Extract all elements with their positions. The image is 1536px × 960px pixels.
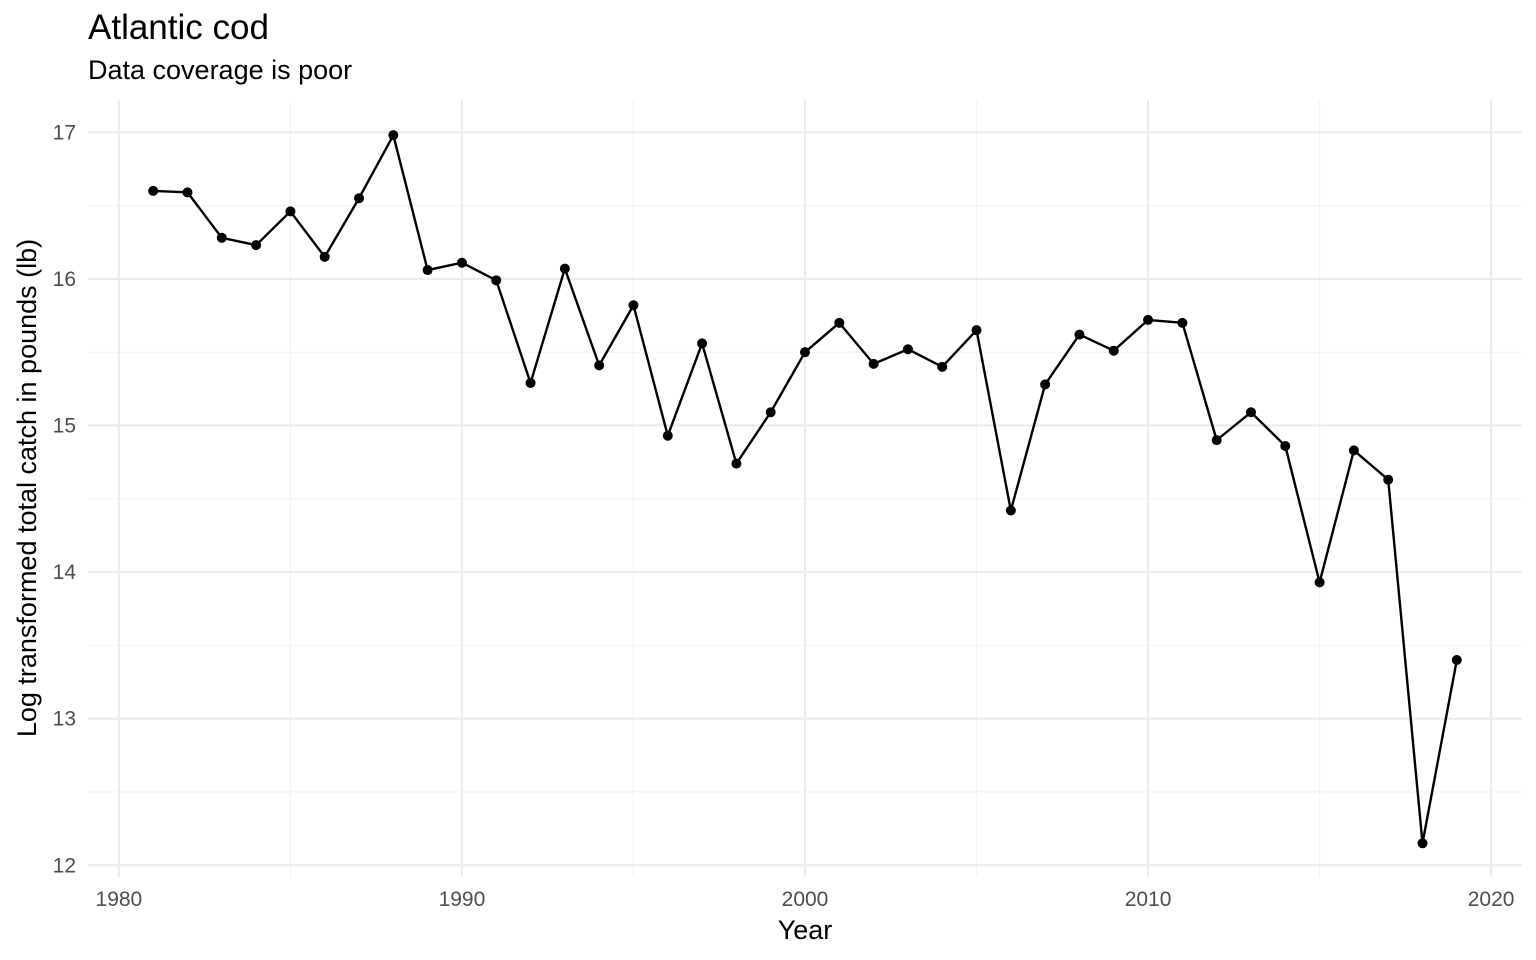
data-point: [1314, 577, 1325, 588]
series-layer: [148, 130, 1462, 849]
data-point: [1383, 474, 1394, 485]
data-point: [1211, 435, 1222, 446]
x-tick-label: 1990: [439, 888, 486, 911]
x-tick-label: 2010: [1125, 888, 1172, 911]
y-tick-label: 13: [53, 708, 76, 731]
data-point: [971, 325, 982, 336]
y-tick-label: 17: [53, 121, 76, 144]
data-point: [1245, 407, 1256, 418]
data-point: [1417, 838, 1428, 849]
data-point: [902, 344, 913, 355]
y-tick-label: 12: [53, 854, 76, 877]
data-point: [251, 240, 262, 251]
data-point: [1451, 655, 1462, 666]
data-point: [1280, 440, 1291, 451]
data-point: [285, 206, 296, 217]
data-point: [319, 251, 330, 262]
data-point: [422, 265, 433, 276]
data-point: [1348, 445, 1359, 456]
y-tick-label: 15: [53, 414, 76, 437]
data-point: [628, 300, 639, 311]
data-point: [765, 407, 776, 418]
y-axis-tick-labels: 12 13 14 15 16 17: [53, 121, 77, 877]
data-point: [182, 187, 193, 198]
data-point: [354, 193, 365, 204]
y-tick-label: 14: [53, 561, 77, 584]
data-point: [1074, 329, 1085, 340]
data-point: [1177, 317, 1188, 328]
data-point: [937, 361, 948, 372]
chart-title: Atlantic cod: [88, 8, 269, 47]
major-gridlines: [88, 100, 1522, 877]
data-point: [800, 347, 810, 358]
data-point: [731, 458, 742, 469]
x-axis-tick-labels: 1980 1990 2000 2010 2020: [96, 888, 1515, 911]
data-point: [834, 317, 845, 328]
data-point: [697, 338, 708, 349]
data-point: [491, 275, 502, 286]
data-point: [662, 430, 673, 441]
data-point: [1005, 505, 1016, 516]
x-tick-label: 1980: [96, 888, 143, 911]
data-point: [148, 185, 159, 196]
data-point: [1040, 379, 1051, 390]
data-point: [1143, 314, 1154, 325]
data-point: [868, 358, 879, 369]
data-point: [525, 377, 536, 388]
x-tick-label: 2000: [782, 888, 829, 911]
data-point: [1108, 345, 1119, 356]
data-point: [456, 257, 467, 268]
y-tick-label: 16: [53, 268, 76, 291]
data-point: [388, 130, 399, 141]
x-tick-label: 2020: [1468, 888, 1515, 911]
data-point: [594, 360, 605, 371]
chart-subtitle: Data coverage is poor: [88, 55, 352, 85]
data-point: [216, 232, 227, 243]
data-point: [559, 263, 570, 274]
x-axis-title: Year: [778, 915, 833, 945]
y-axis-title: Log transformed total catch in pounds (l…: [12, 239, 42, 737]
